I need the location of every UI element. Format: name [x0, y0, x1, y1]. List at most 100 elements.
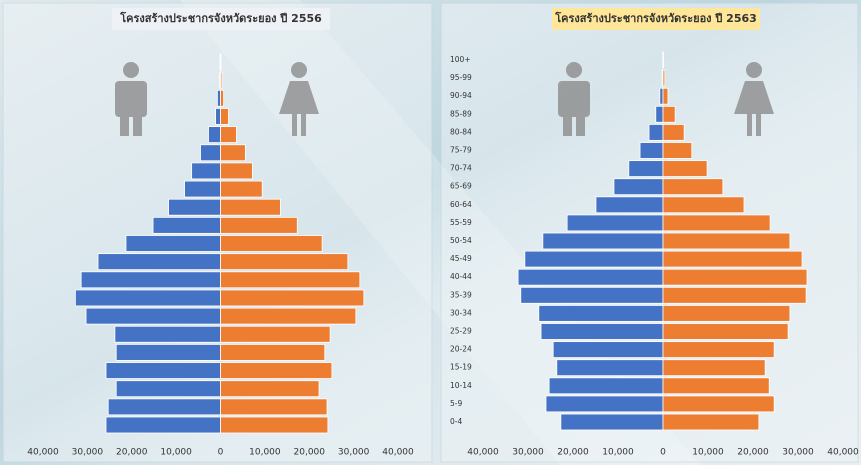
x-tick-label: 30,000: [782, 448, 814, 458]
bar: [595, 196, 664, 214]
y-tick-label: 80-84: [450, 127, 472, 136]
y-tick-label: 10-14: [450, 381, 472, 390]
bar: [662, 359, 766, 377]
bar: [220, 253, 349, 271]
bar: [115, 380, 221, 398]
bar: [662, 413, 760, 431]
bar: [662, 305, 791, 322]
x-tick-label: 30,000: [512, 448, 544, 458]
x-tick-label: 40,000: [827, 448, 859, 458]
y-tick-label: 20-24: [450, 345, 472, 354]
y-tick-label: 65-69: [450, 182, 472, 191]
bar: [628, 160, 664, 177]
bar: [662, 377, 770, 395]
bar: [200, 144, 221, 162]
y-tick-label: 40-44: [450, 272, 472, 281]
bar: [662, 178, 724, 196]
bar: [152, 216, 221, 234]
chart-title: โครงสร้างประชากรจังหวัดระยอง ปี 2556: [119, 11, 322, 25]
bar: [540, 323, 664, 340]
x-tick-label: 30,000: [338, 448, 370, 458]
bar: [662, 232, 791, 250]
y-tick-label: 55-59: [450, 218, 472, 227]
bar: [115, 344, 221, 361]
bar: [662, 87, 669, 105]
bar: [105, 362, 221, 379]
bar: [220, 71, 223, 89]
bar: [566, 214, 664, 232]
bar: [208, 126, 221, 143]
x-tick-label: 40,000: [467, 448, 499, 458]
bar: [548, 377, 664, 395]
bar: [659, 87, 664, 105]
person-icons: [115, 62, 774, 136]
bar: [80, 271, 221, 289]
bar: [220, 198, 281, 216]
bar: [662, 323, 789, 340]
x-tick-label: 10,000: [249, 448, 281, 458]
title-box: [552, 8, 760, 30]
bar: [538, 305, 664, 322]
bar: [220, 271, 361, 289]
bar: [524, 250, 664, 268]
x-tick-label: 20,000: [116, 448, 148, 458]
y-tick-label: 95-99: [450, 73, 472, 82]
y-tick-label: 60-64: [450, 200, 472, 209]
bar: [215, 108, 221, 125]
bar: [662, 69, 666, 87]
x-tick-label: 10,000: [160, 448, 192, 458]
bar: [220, 89, 225, 107]
y-tick-label: 25-29: [450, 327, 472, 336]
bar: [220, 216, 298, 234]
bar: [107, 398, 221, 416]
bar: [220, 144, 246, 162]
bar: [220, 344, 326, 361]
x-tick-label: 20,000: [294, 448, 326, 458]
bar: [114, 325, 221, 343]
bar: [662, 124, 685, 141]
y-tick-label: 0-4: [450, 417, 462, 426]
x-tick-label: 20,000: [557, 448, 589, 458]
bar: [545, 395, 664, 413]
y-tick-label: 5-9: [450, 399, 462, 408]
x-tick-label: 20,000: [737, 448, 769, 458]
y-tick-label: 90-94: [450, 91, 472, 100]
chart-title: โครงสร้างประชากรจังหวัดระยอง ปี 2563: [554, 11, 757, 25]
bar: [662, 250, 803, 268]
bar: [74, 289, 221, 307]
bar: [662, 214, 771, 232]
bar: [105, 416, 221, 434]
bar: [648, 124, 664, 141]
y-tick-label: 75-79: [450, 146, 472, 155]
bar: [662, 286, 807, 304]
bar: [662, 268, 808, 286]
x-tick-label: 30,000: [72, 448, 104, 458]
bar: [191, 162, 221, 180]
y-tick-label: 15-19: [450, 363, 472, 372]
x-tick-label: 40,000: [27, 448, 59, 458]
bar: [220, 162, 253, 180]
y-tick-label: 35-39: [450, 290, 472, 299]
bar: [184, 180, 221, 198]
bar: [97, 253, 221, 271]
y-tick-label: 45-49: [450, 254, 472, 263]
bar: [85, 307, 221, 325]
y-tick-label: 30-34: [450, 308, 472, 317]
bar: [220, 398, 328, 416]
bar: [220, 235, 323, 252]
bar: [560, 413, 664, 431]
bar: [220, 362, 333, 379]
bar: [662, 160, 708, 177]
bar: [662, 105, 676, 123]
bar: [556, 359, 664, 377]
bar: [220, 289, 365, 307]
title-box: [112, 8, 330, 30]
y-tick-label: 85-89: [450, 109, 472, 118]
bar: [216, 89, 221, 107]
y-tick-label: 100+: [450, 55, 471, 64]
y-tick-label: 70-74: [450, 164, 472, 173]
bar: [125, 235, 221, 252]
x-tick-label: 10,000: [602, 448, 634, 458]
x-tick-label: 10,000: [692, 448, 724, 458]
